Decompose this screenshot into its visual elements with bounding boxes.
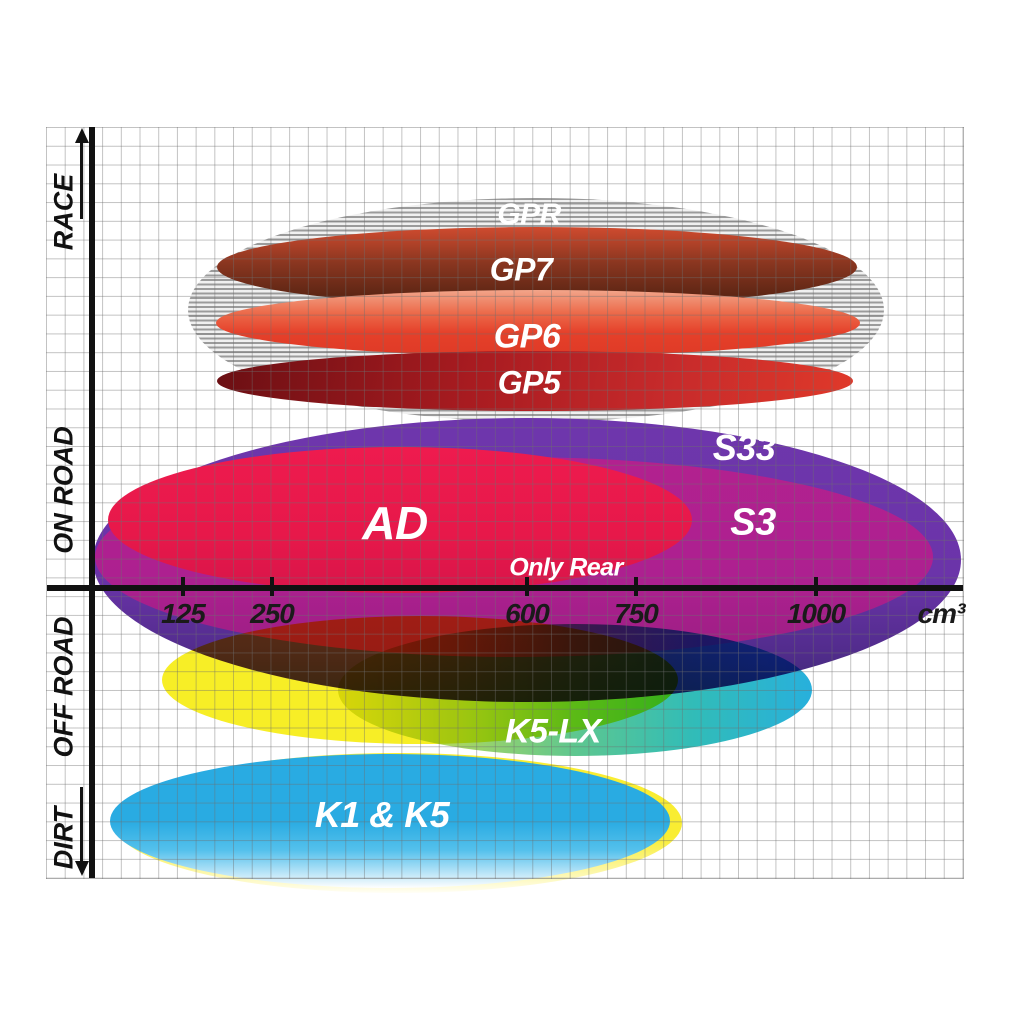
x-tick-600	[525, 577, 529, 596]
k1k5-ellipse	[110, 754, 670, 888]
zone-label-dirt: DIRT	[48, 806, 79, 870]
x-tick-125	[181, 577, 185, 596]
k5lx-label: K5-LX	[505, 712, 601, 751]
gp6-label: GP6	[493, 317, 561, 356]
dirt-arrow-line	[80, 787, 83, 863]
only-rear-note: Only Rear	[509, 553, 623, 582]
race-arrow-up-icon	[74, 128, 89, 143]
x-tick-label-600: 600	[505, 598, 550, 629]
x-tick-1000	[814, 577, 818, 596]
gp6-ellipse	[216, 290, 860, 356]
x-tick-750	[634, 577, 638, 596]
k1k5-label: K1 & K5	[314, 794, 450, 835]
s33-label: S33	[712, 427, 776, 468]
x-axis	[47, 585, 963, 591]
ad-ellipse	[108, 447, 692, 593]
gp5-label: GP5	[497, 364, 561, 401]
zone-label-race: RACE	[48, 173, 79, 251]
zone-label-on-road: ON ROAD	[48, 426, 79, 554]
ad-label: AD	[362, 497, 428, 549]
gpr-label: GPR	[497, 198, 561, 231]
x-tick-label-1000: 1000	[786, 598, 846, 629]
dirt-arrow-down-icon	[74, 861, 89, 876]
x-tick-250	[270, 577, 274, 596]
race-arrow-line	[80, 141, 83, 219]
x-axis-unit-label: cm³	[917, 598, 966, 629]
k5lx-ellipse	[338, 624, 812, 756]
x-tick-label-750: 750	[614, 598, 659, 629]
y-axis	[89, 127, 95, 878]
x-tick-label-250: 250	[250, 598, 295, 629]
s3-label: S3	[730, 501, 776, 544]
gp5-ellipse	[217, 351, 853, 411]
x-tick-label-125: 125	[161, 598, 206, 629]
zone-label-off-road: OFF ROAD	[48, 616, 79, 758]
gp7-label: GP7	[489, 251, 553, 288]
